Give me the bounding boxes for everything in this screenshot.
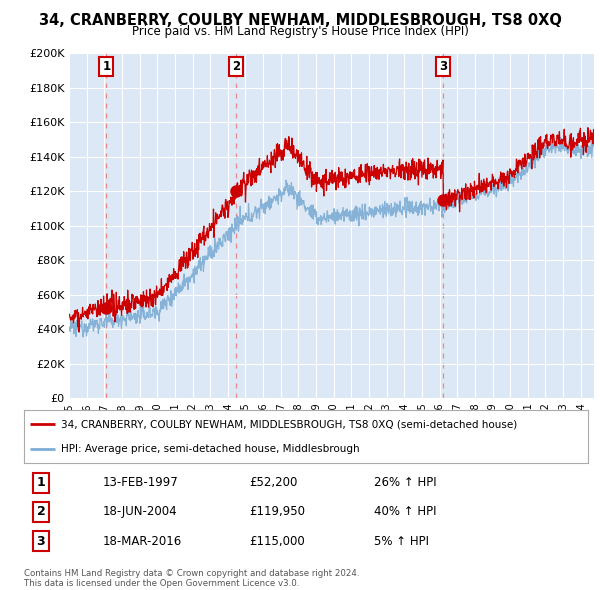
Text: 3: 3 xyxy=(37,535,45,548)
Text: 1: 1 xyxy=(103,60,110,73)
Text: 13-FEB-1997: 13-FEB-1997 xyxy=(103,476,179,489)
Text: Price paid vs. HM Land Registry's House Price Index (HPI): Price paid vs. HM Land Registry's House … xyxy=(131,25,469,38)
Text: 1: 1 xyxy=(37,476,45,489)
Text: 40% ↑ HPI: 40% ↑ HPI xyxy=(374,505,436,519)
Text: 26% ↑ HPI: 26% ↑ HPI xyxy=(374,476,436,489)
Text: 3: 3 xyxy=(439,60,448,73)
Text: 5% ↑ HPI: 5% ↑ HPI xyxy=(374,535,428,548)
Text: 34, CRANBERRY, COULBY NEWHAM, MIDDLESBROUGH, TS8 0XQ (semi-detached house): 34, CRANBERRY, COULBY NEWHAM, MIDDLESBRO… xyxy=(61,419,517,430)
Text: 18-MAR-2016: 18-MAR-2016 xyxy=(103,535,182,548)
Text: £115,000: £115,000 xyxy=(250,535,305,548)
Text: £52,200: £52,200 xyxy=(250,476,298,489)
Text: 2: 2 xyxy=(37,505,45,519)
Text: HPI: Average price, semi-detached house, Middlesbrough: HPI: Average price, semi-detached house,… xyxy=(61,444,359,454)
Text: 18-JUN-2004: 18-JUN-2004 xyxy=(103,505,178,519)
Text: £119,950: £119,950 xyxy=(250,505,305,519)
Text: 2: 2 xyxy=(232,60,240,73)
Text: 34, CRANBERRY, COULBY NEWHAM, MIDDLESBROUGH, TS8 0XQ: 34, CRANBERRY, COULBY NEWHAM, MIDDLESBRO… xyxy=(38,13,562,28)
Text: Contains HM Land Registry data © Crown copyright and database right 2024.
This d: Contains HM Land Registry data © Crown c… xyxy=(24,569,359,588)
